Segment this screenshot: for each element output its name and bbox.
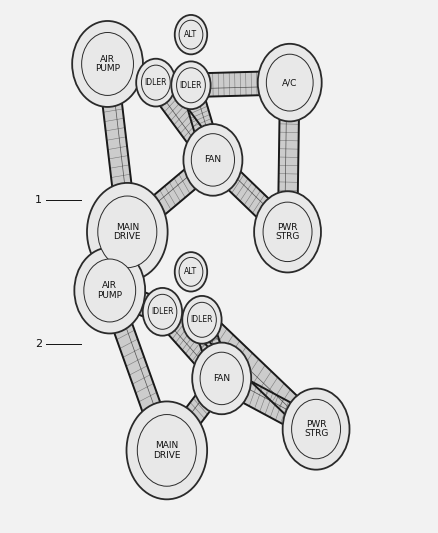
Ellipse shape [141, 65, 170, 100]
Polygon shape [195, 311, 321, 438]
Text: A/C: A/C [281, 78, 297, 87]
Ellipse shape [87, 183, 167, 281]
Ellipse shape [291, 399, 340, 459]
Ellipse shape [187, 302, 216, 337]
Ellipse shape [142, 288, 182, 336]
Ellipse shape [174, 252, 207, 292]
Polygon shape [155, 303, 228, 387]
Ellipse shape [74, 247, 145, 334]
Ellipse shape [84, 259, 135, 322]
Text: ALT: ALT [184, 268, 197, 276]
Ellipse shape [200, 352, 243, 405]
Polygon shape [106, 279, 165, 323]
Polygon shape [98, 62, 137, 233]
Text: FAN: FAN [204, 156, 221, 164]
Text: IDLER: IDLER [190, 316, 213, 324]
Text: IDLER: IDLER [144, 78, 167, 87]
Text: IDLER: IDLER [179, 81, 202, 90]
Polygon shape [277, 83, 299, 232]
Text: 2: 2 [35, 339, 42, 349]
Ellipse shape [174, 15, 207, 54]
Ellipse shape [262, 202, 311, 262]
Ellipse shape [282, 389, 349, 470]
Text: IDLER: IDLER [151, 308, 173, 316]
Text: PWR
STRG: PWR STRG [303, 419, 328, 439]
Ellipse shape [137, 415, 196, 486]
Ellipse shape [126, 401, 207, 499]
Ellipse shape [81, 33, 133, 95]
Polygon shape [121, 150, 218, 241]
Ellipse shape [72, 21, 143, 107]
Ellipse shape [182, 296, 221, 344]
Ellipse shape [266, 54, 312, 111]
Ellipse shape [176, 68, 205, 103]
Polygon shape [148, 75, 219, 168]
Polygon shape [181, 82, 222, 164]
Ellipse shape [98, 196, 156, 268]
Ellipse shape [136, 59, 175, 107]
Ellipse shape [183, 124, 242, 196]
Ellipse shape [257, 44, 321, 122]
Polygon shape [217, 368, 319, 440]
Polygon shape [159, 370, 228, 458]
Ellipse shape [171, 61, 210, 109]
Text: 1: 1 [35, 195, 42, 205]
Polygon shape [206, 151, 293, 241]
Text: ALT: ALT [184, 30, 197, 39]
Text: MAIN
DRIVE: MAIN DRIVE [153, 441, 180, 460]
Ellipse shape [254, 191, 320, 272]
Polygon shape [191, 71, 289, 97]
Text: AIR
PUMP: AIR PUMP [97, 281, 122, 300]
Ellipse shape [179, 20, 202, 49]
Ellipse shape [191, 134, 234, 186]
Text: MAIN
DRIVE: MAIN DRIVE [113, 222, 141, 241]
Ellipse shape [179, 257, 202, 286]
Text: PWR
STRG: PWR STRG [275, 222, 299, 241]
Ellipse shape [192, 343, 251, 414]
Polygon shape [101, 286, 175, 455]
Ellipse shape [148, 294, 177, 329]
Text: AIR
PUMP: AIR PUMP [95, 54, 120, 74]
Polygon shape [104, 53, 159, 94]
Text: FAN: FAN [212, 374, 230, 383]
Polygon shape [193, 316, 230, 383]
